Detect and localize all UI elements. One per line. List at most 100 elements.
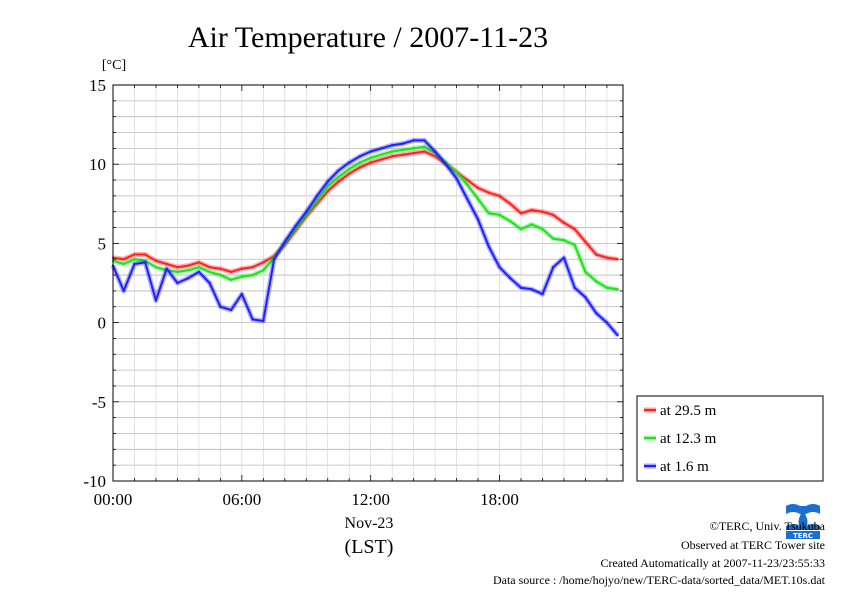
data-point <box>219 267 222 270</box>
data-point <box>186 277 190 280</box>
plot-frame <box>112 84 624 482</box>
data-point <box>358 166 362 169</box>
logo-wave-bottom <box>786 524 820 530</box>
data-point <box>509 202 512 205</box>
data-point <box>262 269 265 272</box>
data-point <box>240 292 244 296</box>
logo-drop-icon <box>798 510 808 528</box>
y-tick-labels: 15 10 5 0 -5 -10 <box>83 76 106 491</box>
data-point <box>315 194 319 198</box>
data-point <box>541 227 544 231</box>
data-point <box>541 210 544 213</box>
grid-lines <box>113 85 623 481</box>
data-point <box>487 191 490 194</box>
axis-ticks <box>112 84 623 482</box>
data-point <box>530 288 533 291</box>
data-point <box>519 227 523 231</box>
x-tick-label: 18:00 <box>480 490 519 509</box>
data-point <box>154 299 158 302</box>
data-point <box>390 150 394 153</box>
data-point <box>240 275 244 278</box>
data-point <box>186 264 190 267</box>
data-point <box>509 220 512 223</box>
data-point <box>616 288 619 291</box>
data-point <box>358 161 362 164</box>
data-point <box>573 243 576 247</box>
data-point <box>390 155 394 158</box>
data-point <box>552 213 555 217</box>
data-point <box>272 258 276 261</box>
data-point <box>552 265 555 269</box>
x-tick-label: 00:00 <box>94 490 133 509</box>
data-point <box>573 286 576 289</box>
data-point <box>219 305 222 308</box>
data-point <box>519 212 523 215</box>
data-point <box>305 213 308 217</box>
data-point <box>605 286 609 289</box>
data-point <box>337 175 340 179</box>
data-point <box>562 239 566 242</box>
data-point <box>208 265 211 269</box>
created-text: Created Automatically at 2007-11-23/23:5… <box>600 556 825 570</box>
data-point <box>487 212 490 215</box>
data-point <box>584 270 587 274</box>
data-point <box>186 269 190 272</box>
data-point <box>348 167 351 171</box>
legend: at 29.5 m at 12.3 m at 1.6 m <box>636 395 824 482</box>
series-layer <box>110 137 620 337</box>
data-point <box>262 261 265 264</box>
series-line-0 <box>112 150 618 273</box>
data-point <box>176 265 179 269</box>
data-point <box>487 245 490 248</box>
data-point <box>455 170 458 174</box>
data-point <box>423 139 426 142</box>
data-point <box>541 292 544 296</box>
data-point <box>144 253 147 256</box>
data-point <box>594 253 598 256</box>
data-point <box>240 267 244 270</box>
data-point <box>433 150 437 153</box>
y-tick-label: 5 <box>98 234 107 253</box>
data-point <box>122 289 125 293</box>
plot-area <box>113 85 623 481</box>
x-tick-label: 12:00 <box>351 490 390 509</box>
data-point <box>412 147 415 150</box>
data-point <box>401 153 405 156</box>
data-point <box>326 189 329 193</box>
data-point <box>326 180 329 183</box>
data-point <box>208 281 211 285</box>
data-point <box>584 240 587 244</box>
data-point <box>380 147 383 150</box>
y-tick-label: 15 <box>89 76 106 95</box>
logo-text-bar <box>786 531 820 539</box>
data-point <box>573 227 576 231</box>
data-point <box>133 258 136 261</box>
data-point <box>605 321 609 324</box>
data-point <box>552 237 555 240</box>
y-tick-label: -10 <box>83 472 106 491</box>
data-point <box>401 142 405 145</box>
data-point <box>444 163 448 166</box>
data-point <box>498 265 501 269</box>
data-point <box>616 258 619 261</box>
data-point <box>476 186 480 190</box>
y-tick-label: -5 <box>92 393 106 412</box>
copyright-text: ©TERC, Univ. Tsukuba <box>709 519 825 533</box>
legend-label: at 29.5 m <box>660 403 717 419</box>
data-point <box>380 158 383 161</box>
y-tick-label: 10 <box>89 155 106 174</box>
data-point <box>476 197 480 201</box>
legend-label: at 1.6 m <box>660 459 709 475</box>
data-point <box>283 240 286 244</box>
data-point <box>466 178 469 182</box>
data-point <box>369 150 372 153</box>
data-point <box>133 253 136 256</box>
data-point <box>337 169 340 172</box>
series-line-2 <box>112 139 619 336</box>
data-point <box>262 319 265 323</box>
data-point <box>229 308 233 312</box>
data-point <box>122 258 125 261</box>
y-tick-label: 0 <box>98 314 107 333</box>
data-point <box>412 139 415 142</box>
